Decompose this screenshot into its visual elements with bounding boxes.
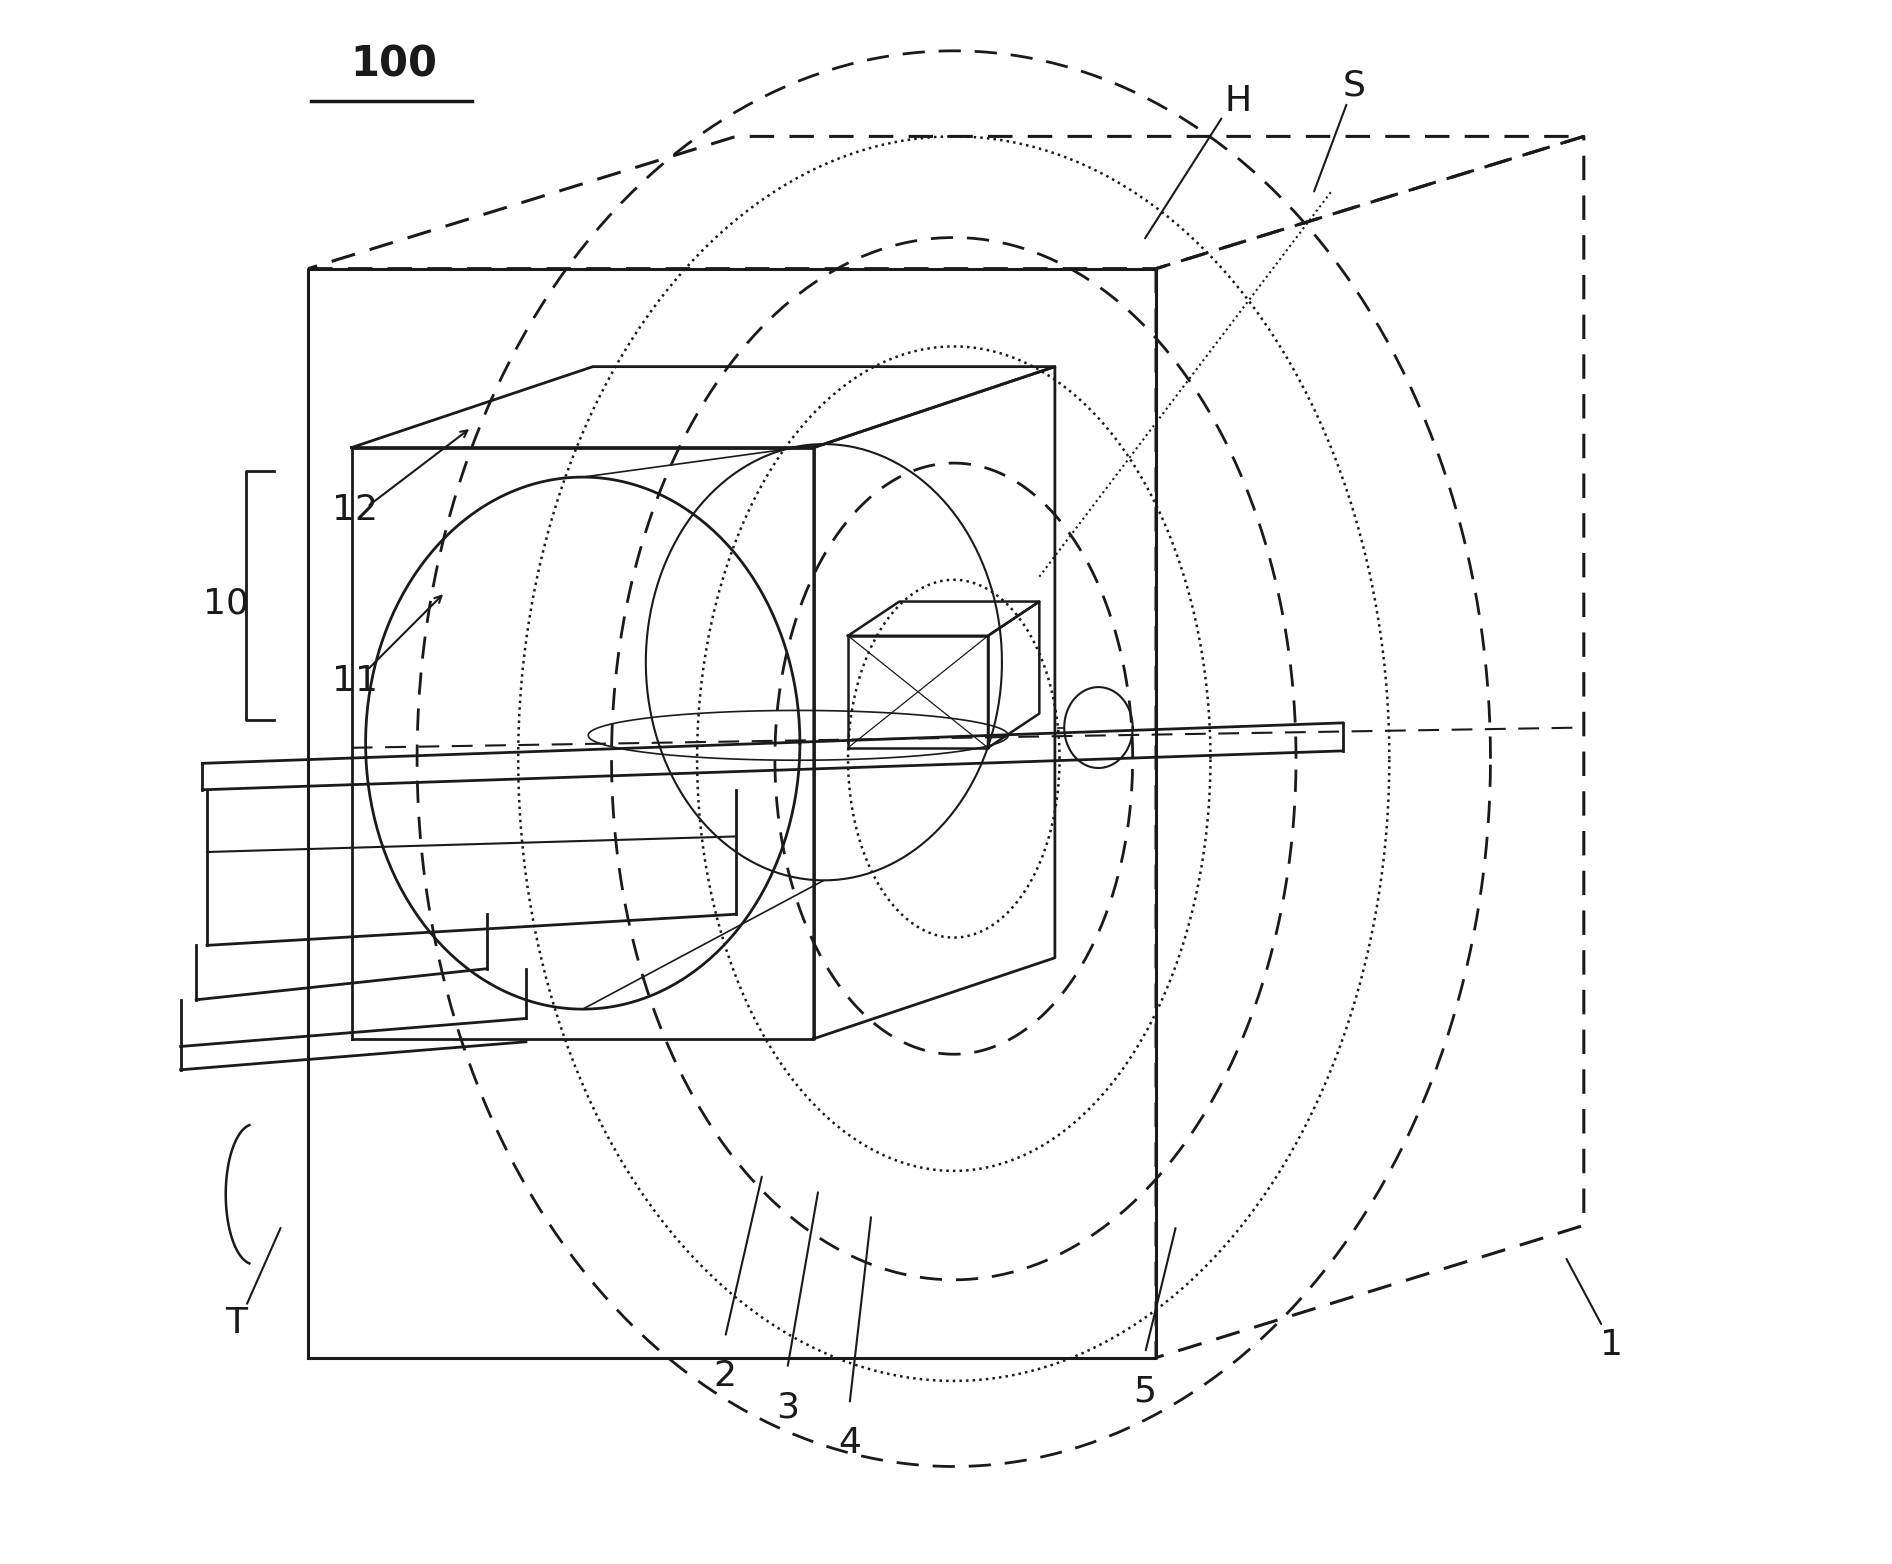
Text: 2: 2 bbox=[713, 1359, 736, 1394]
Text: S: S bbox=[1341, 69, 1364, 102]
Text: T: T bbox=[225, 1306, 248, 1340]
Text: 12: 12 bbox=[331, 493, 378, 527]
Text: H: H bbox=[1224, 83, 1253, 117]
Text: 11: 11 bbox=[331, 663, 378, 698]
Text: 1: 1 bbox=[1601, 1328, 1623, 1362]
Text: 4: 4 bbox=[838, 1426, 861, 1461]
Text: 3: 3 bbox=[776, 1390, 798, 1425]
Text: 100: 100 bbox=[350, 44, 437, 84]
Text: 5: 5 bbox=[1133, 1375, 1156, 1409]
Text: 10: 10 bbox=[202, 586, 250, 619]
